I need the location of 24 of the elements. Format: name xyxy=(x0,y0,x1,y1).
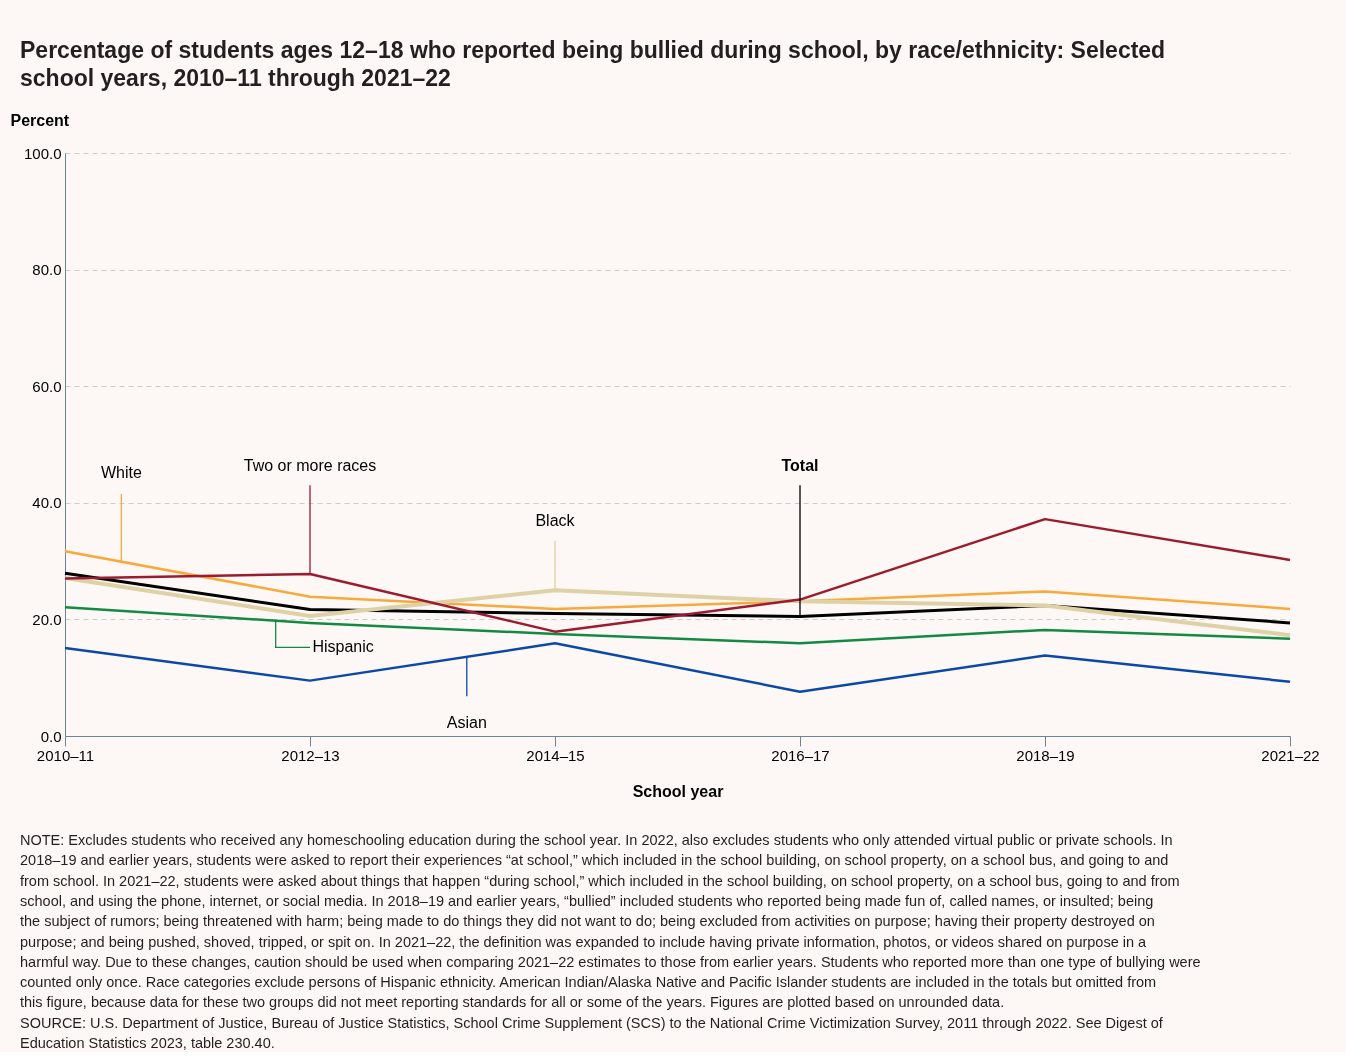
x-tick-label: 2018–19 xyxy=(1016,746,1075,764)
chart-title: Percentage of students ages 12–18 who reported being bullied during school, by race/ethnicity: Selected school years, 2010–11 through 2021–22 xyxy=(20,37,1166,91)
y-tick-label: 20.0 xyxy=(32,610,62,628)
y-axis-title: Percent xyxy=(10,111,70,129)
x-tick-label: 2012–13 xyxy=(281,746,340,764)
x-tick-label: 2016–17 xyxy=(771,746,830,764)
text: Total xyxy=(781,456,819,474)
series-label: Hispanic xyxy=(312,638,374,656)
y-tick-label: 0.0 xyxy=(40,727,62,745)
x-tick-label: 2021–22 xyxy=(1261,746,1320,764)
source-note: SOURCE: U.S. Department of Justice, Bureau of Justice Statistics, School Crime Supplement (SCS) to the National Crime Victimization Survey, 2011 through 2022. See Digest of Education Statistics 2023, table 230.40. xyxy=(20,1014,1164,1051)
y-tick-label: 100.0 xyxy=(23,144,62,162)
y-tick-label: 40.0 xyxy=(32,494,62,512)
x-tick-label: 2014–15 xyxy=(526,746,585,764)
text: NOTE: Excludes students who received any homeschooling education during the school year. In 2022, also excludes students who only attended virtual public or private schools. In 2018–19 and earlier years, students were asked to report their experiences “at school,” which included in the school building, on school property, on a school bus, and going to and from school. In 2021–22, students were asked about things that happen “during school,” which included in the school building, on school property, on a school bus, going to and from school, and using the phone, internet, or social media. In 2018–19 and earlier years, “bullied” included students who reported being made fun of, called names, or insulted; being the subject of rumors; being threatened with harm; being made to do things they did not want to do; being excluded from activities on purpose; having their property destroyed on purpose; and being pushed, shoved, tripped, or spit on. In 2021–22, the definition was expanded to include having private information, photos, or videos shared on purpose in a harmful way. Due to these changes, caution should be used when comparing 2021–22 estimates to those from earlier years. Students who reported more than one type of bullying were counted only once. Race categories exclude persons of Hispanic ethnicity. American Indian/Alaska Native and Pacific Islander students are included in the totals but omitted from this figure, because data for these two groups did not meet reporting standards for all or some of the years. Figures are plotted based on unrounded data. xyxy=(20,832,1201,1011)
x-axis-title: School year xyxy=(632,782,724,800)
y-tick-label: 80.0 xyxy=(32,261,62,279)
y-tick-label: 60.0 xyxy=(32,377,62,395)
text: Black xyxy=(535,512,576,530)
text: Two or more races xyxy=(243,456,377,474)
line-series xyxy=(63,642,1292,693)
text: White xyxy=(100,463,142,481)
text: Asian xyxy=(446,714,487,732)
x-tick-label: 2010–11 xyxy=(36,746,95,764)
